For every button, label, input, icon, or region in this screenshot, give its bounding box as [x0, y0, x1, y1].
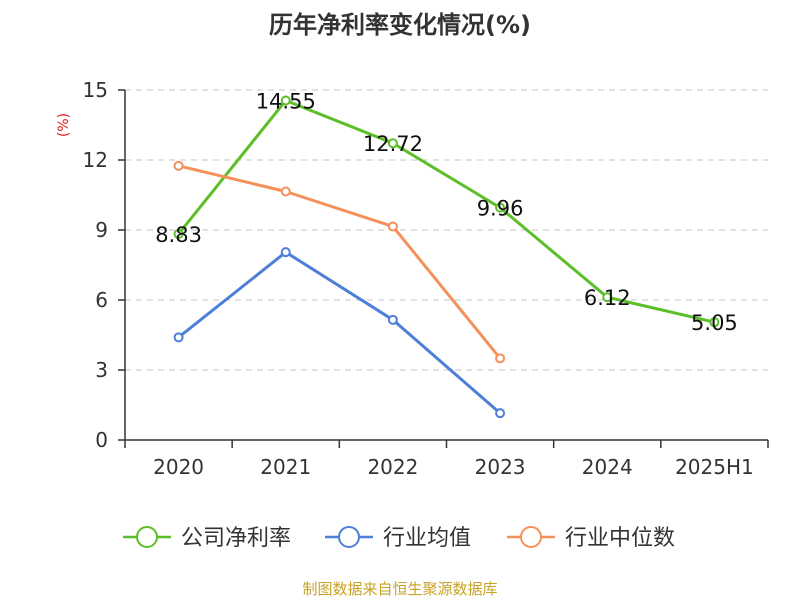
data-point	[387, 314, 398, 325]
legend-item[interactable]: 公司净利率	[123, 526, 291, 551]
data-point	[173, 160, 184, 171]
data-point	[495, 353, 506, 364]
series-lines	[173, 95, 720, 419]
data-label: 14.55	[256, 90, 316, 114]
data-point	[495, 408, 506, 419]
data-label: 6.12	[584, 286, 631, 310]
legend-item[interactable]: 行业中位数	[507, 526, 675, 551]
data-point	[280, 95, 291, 106]
x-tick-label: 2025H1	[675, 455, 754, 479]
y-axis-label: (%)	[56, 113, 72, 137]
series-line	[177, 250, 502, 415]
y-tick-label: 12	[83, 148, 108, 172]
data-label: 8.83	[155, 223, 202, 247]
legend-label: 行业均值	[383, 526, 471, 551]
x-tick-label: 2022	[367, 455, 418, 479]
data-point	[387, 138, 398, 149]
grid-lines	[125, 89, 768, 371]
data-point	[173, 332, 184, 343]
legend-marker	[136, 526, 158, 548]
legend-label: 公司净利率	[181, 526, 291, 551]
data-point	[173, 228, 184, 239]
data-point	[280, 186, 291, 197]
x-tick-label: 2023	[475, 455, 526, 479]
data-labels: 8.83 14.55 12.72 9.96 6.12 5.05	[155, 90, 738, 336]
y-tick-label: 6	[95, 288, 108, 312]
legend[interactable]: 公司净利率 行业均值 行业中位数	[123, 526, 675, 551]
y-tick-label: 0	[95, 428, 108, 452]
data-label: 9.96	[477, 197, 524, 221]
legend-label: 行业中位数	[565, 526, 675, 551]
axes: 0 3 6 9 12 15 2020 2021 2022 2023 2024 2025H1	[83, 78, 769, 479]
data-point	[495, 202, 506, 213]
source-note: 制图数据来自恒生聚源数据库	[302, 580, 497, 598]
x-tick-label: 2020	[153, 455, 204, 479]
chart-title: 历年净利率变化情况(%)	[269, 11, 531, 39]
data-label: 5.05	[691, 311, 738, 335]
series-line	[177, 99, 715, 324]
y-tick-label: 15	[83, 78, 108, 102]
y-tick-label: 3	[95, 358, 108, 382]
x-tick-label: 2024	[582, 455, 633, 479]
y-tick-label: 9	[95, 218, 108, 242]
data-point	[709, 317, 720, 328]
series-line	[178, 164, 502, 360]
data-point	[387, 221, 398, 232]
legend-marker	[338, 526, 360, 548]
legend-marker	[520, 526, 542, 548]
x-tick-label: 2021	[260, 455, 311, 479]
legend-item[interactable]: 行业均值	[325, 526, 471, 551]
data-point	[602, 292, 613, 303]
data-point	[280, 247, 291, 258]
data-label: 12.72	[363, 132, 423, 156]
